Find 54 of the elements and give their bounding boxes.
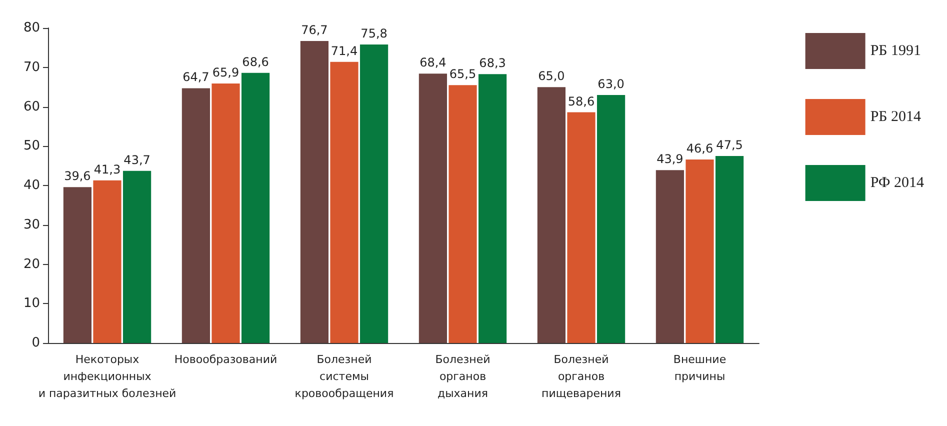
data-label: 39,6 [64,169,91,184]
y-tick-label: 60 [23,99,40,114]
data-label: 43,9 [656,152,684,166]
x-tick-label: Внешние причины [673,353,726,383]
data-label: 41,3 [94,162,121,176]
y-tick-label: 40 [23,178,40,193]
data-label: 65,5 [449,67,476,82]
y-tick-label: 70 [23,60,40,75]
x-tick-label: Новообразований [174,353,278,366]
data-label: 58,6 [568,94,595,108]
bar [596,94,626,343]
bar [656,170,684,343]
y-tick-label: 0 [32,336,40,350]
data-label: 68,4 [420,56,446,70]
x-tick-label: Болезней органов пищеварения [542,353,621,400]
bar [182,88,210,343]
bar [448,85,477,343]
bar [686,160,714,343]
y-tick-label: 80 [23,20,40,36]
x-tick-label: Некоторых инфекционных и паразитных болезней [38,353,176,400]
y-tick-label: 20 [23,256,40,272]
bar [360,44,388,343]
x-tick-label: Болезней органов дыхания [435,353,490,400]
bar [63,187,92,343]
data-label: 47,5 [716,138,743,152]
bar [715,156,744,343]
bar [567,112,596,343]
y-tick-label: 30 [23,217,40,232]
bar [300,40,329,343]
bar [212,84,240,343]
data-label: 43,7 [124,152,150,167]
data-label: 76,7 [301,22,328,37]
bar [537,87,566,343]
legend-label: РФ 2014 [870,175,924,191]
bar [241,72,270,343]
data-label: 46,6 [686,142,714,156]
data-label: 64,7 [182,70,210,84]
legend-label: РБ 1991 [870,43,922,59]
legend-label: РБ 2014 [870,109,922,125]
y-tick-label: 10 [23,296,40,312]
data-label: 71,4 [330,44,358,58]
data-label: 65,0 [538,69,565,84]
data-label: 68,3 [479,56,506,70]
data-label: 68,6 [242,54,269,69]
bar [330,62,358,343]
data-label: 65,9 [212,66,240,80]
y-tick-label: 50 [23,138,40,154]
bar [478,74,507,343]
bar [93,180,122,343]
bar [122,170,152,343]
x-tick-label: Болезней системы кровообращения [294,353,394,400]
data-label: 75,8 [360,26,388,41]
bar [418,74,448,343]
data-label: 63,0 [598,76,624,91]
